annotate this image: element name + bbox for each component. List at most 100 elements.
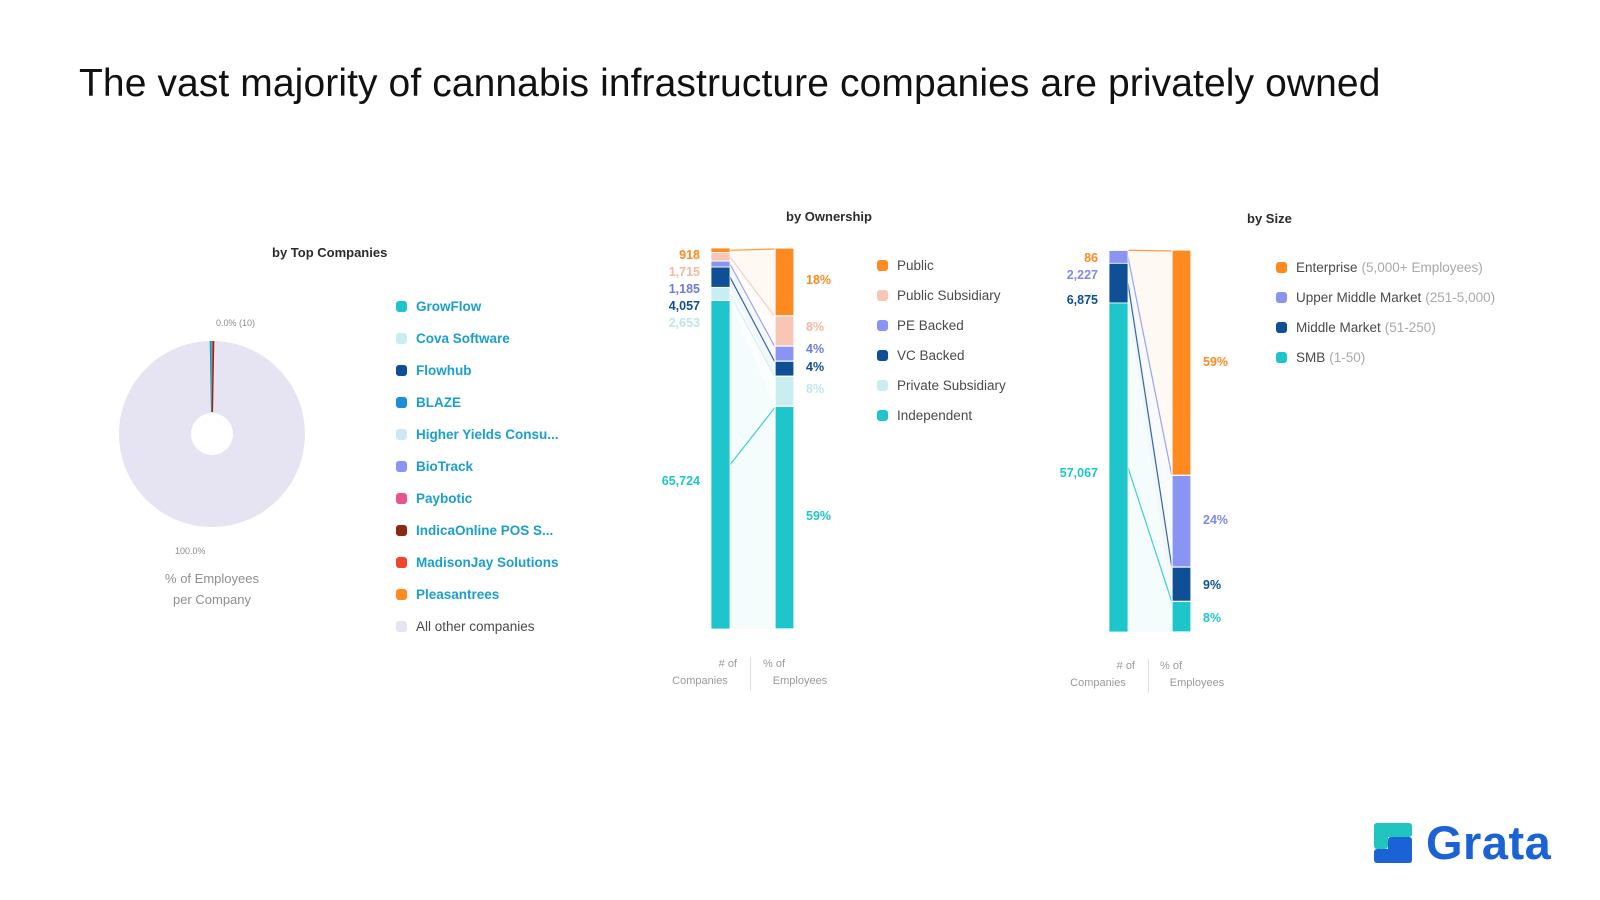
top-legend-item-paybotic[interactable]: Paybotic — [396, 482, 559, 514]
ownership-connector-public — [730, 248, 775, 316]
top-companies-title: by Top Companies — [272, 245, 388, 260]
grata-logo-icon — [1374, 822, 1412, 863]
size-axis-left: # of Companies — [1061, 658, 1135, 692]
page-title: The vast majority of cannabis infrastruc… — [79, 62, 1381, 105]
size-axis-left-line2: Companies — [1070, 677, 1126, 689]
ownership-legend-item-independent[interactable]: Independent — [877, 400, 1006, 430]
top-legend-item-cova-software[interactable]: Cova Software — [396, 322, 559, 354]
size-label-companies-middle-market: 6,875 — [1067, 293, 1098, 307]
size-connector-middle-market — [1128, 263, 1172, 602]
ownership-connector-independent — [730, 300, 775, 629]
ownership-connector-line-private-subsidiary — [729, 293, 776, 378]
top-legend-swatch — [396, 332, 407, 344]
ownership-label-companies-vc-backed: 4,057 — [669, 299, 700, 313]
top-legend-label: BLAZE — [416, 394, 461, 410]
ownership-legend-swatch — [877, 319, 888, 331]
ownership-legend-label: VC Backed — [897, 347, 965, 363]
ownership-connector-vc-backed — [730, 267, 775, 377]
size-label-companies-smb: 57,067 — [1060, 466, 1098, 480]
size-bar-employees-upper-middle-market — [1171, 474, 1192, 568]
ownership-connector-public-subsidiary — [730, 252, 775, 347]
top-companies-legend: GrowFlow Cova Software Flowhub BLAZE Higher … — [396, 290, 559, 642]
ownership-label-companies-pe-backed: 1,185 — [669, 282, 700, 296]
ownership-bar-employees-independent — [774, 405, 795, 630]
size-label-companies-upper-middle-market: 2,227 — [1067, 268, 1098, 282]
size-legend-item-upper-middle-market[interactable]: Upper Middle Market (251-5,000) — [1276, 282, 1495, 312]
ownership-connector-line-public — [729, 248, 776, 251]
pie-slice-blaze — [211, 341, 215, 413]
size-connector-line-smb — [1127, 467, 1173, 603]
ownership-legend-swatch — [877, 349, 888, 361]
ownership-connector-line-independent — [729, 407, 776, 466]
size-legend-label: Middle Market — [1296, 319, 1381, 335]
pie-small-slice-label: 0.0% (10) — [216, 318, 256, 328]
size-label-companies-enterprise: 86 — [1084, 251, 1098, 265]
ownership-axis-right-line1: % of — [763, 658, 786, 670]
top-legend-item-flowhub[interactable]: Flowhub — [396, 354, 559, 386]
ownership-label-employees-private-subsidiary: 8% — [806, 382, 824, 396]
top-legend-swatch — [396, 588, 407, 600]
size-legend-swatch — [1276, 321, 1287, 333]
size-legend-item-smb[interactable]: SMB (1-50) — [1276, 342, 1495, 372]
top-legend-item-higher-yields-consu[interactable]: Higher Yields Consu... — [396, 418, 559, 450]
top-legend-swatch — [396, 524, 407, 536]
size-axis-separator — [1148, 659, 1149, 693]
top-legend-label: Pleasantrees — [416, 586, 500, 602]
top-legend-item-blaze[interactable]: BLAZE — [396, 386, 559, 418]
ownership-label-companies-independent: 65,724 — [662, 474, 700, 488]
ownership-legend-swatch — [877, 259, 888, 271]
ownership-connector-line-vc-backed — [729, 276, 776, 363]
grata-logo: Grata — [1374, 815, 1551, 870]
ownership-legend-item-pe-backed[interactable]: PE Backed — [877, 310, 1006, 340]
size-label-employees-enterprise: 59% — [1203, 355, 1228, 369]
top-legend-label: Higher Yields Consu... — [416, 426, 559, 442]
ownership-legend-item-vc-backed[interactable]: VC Backed — [877, 340, 1006, 370]
ownership-connector-line-public-subsidiary — [729, 256, 776, 318]
size-bar-employees-smb — [1171, 600, 1192, 633]
size-legend-note: (51-250) — [1384, 319, 1436, 335]
top-legend-label: All other companies — [416, 618, 535, 634]
ownership-legend-item-public[interactable]: Public — [877, 250, 1006, 280]
ownership-legend-item-public-subsidiary[interactable]: Public Subsidiary — [877, 280, 1006, 310]
pie-caption-line2: per Company — [172, 592, 252, 607]
size-bar-companies-middle-market — [1108, 262, 1129, 304]
top-legend-item-pleasantrees[interactable]: Pleasantrees — [396, 578, 559, 610]
size-legend-swatch — [1276, 351, 1287, 363]
size-axis-left-line1: # of — [1116, 660, 1135, 672]
top-legend-swatch — [396, 300, 407, 312]
size-legend-item-enterprise[interactable]: Enterprise (5,000+ Employees) — [1276, 252, 1495, 282]
top-legend-item-madisonjay-solutions[interactable]: MadisonJay Solutions — [396, 546, 559, 578]
top-legend-item-growflow[interactable]: GrowFlow — [396, 290, 559, 322]
size-legend-note: (5,000+ Employees) — [1361, 259, 1483, 275]
ownership-bar-companies-independent — [710, 300, 731, 630]
ownership-connector-private-subsidiary — [730, 287, 775, 407]
size-bar-companies-smb — [1108, 302, 1129, 633]
size-bar-employees-middle-market — [1171, 566, 1192, 603]
ownership-axis-left: # of Companies — [663, 656, 737, 690]
ownership-connector-line-pe-backed — [729, 263, 776, 348]
top-legend-swatch — [396, 460, 407, 472]
size-legend-swatch — [1276, 261, 1287, 273]
pie-caption-line1: % of Employees — [165, 571, 259, 586]
size-connector-smb — [1128, 302, 1172, 632]
ownership-legend-swatch — [877, 409, 888, 421]
size-legend-note: (251-5,000) — [1425, 289, 1496, 305]
ownership-axis-right-line2: Employees — [772, 675, 828, 687]
size-legend-item-middle-market[interactable]: Middle Market (51-250) — [1276, 312, 1495, 342]
top-legend-item-all-other-companies[interactable]: All other companies — [396, 610, 559, 642]
ownership-axis-left-line1: # of — [718, 658, 737, 670]
top-legend-item-biotrack[interactable]: BioTrack — [396, 450, 559, 482]
size-connector-upper-middle-market — [1128, 250, 1172, 568]
ownership-legend-swatch — [877, 379, 888, 391]
size-axis-right-line1: % of — [1160, 660, 1183, 672]
top-legend-swatch — [396, 428, 407, 440]
top-legend-item-indicaonline-pos-s[interactable]: IndicaOnline POS S... — [396, 514, 559, 546]
ownership-legend-item-private-subsidiary[interactable]: Private Subsidiary — [877, 370, 1006, 400]
top-legend-swatch — [396, 396, 407, 408]
size-legend-note: (1-50) — [1329, 349, 1366, 365]
ownership-legend-label: PE Backed — [897, 317, 964, 333]
top-legend-label: Paybotic — [416, 490, 473, 506]
ownership-legend-label: Public — [897, 257, 934, 273]
ownership-axis-left-line2: Companies — [672, 675, 728, 687]
